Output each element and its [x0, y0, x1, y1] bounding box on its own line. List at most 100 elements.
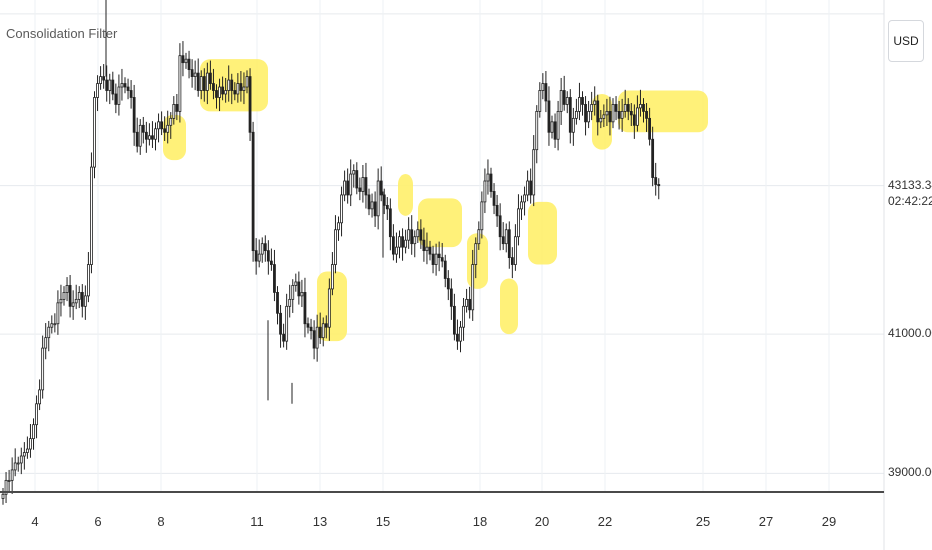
candle-body: [269, 260, 273, 265]
candle-body: [425, 246, 429, 252]
candle-body: [636, 107, 639, 126]
candle-body: [562, 90, 566, 105]
candle-body: [184, 58, 188, 64]
candle-body: [215, 90, 218, 98]
candle-body: [501, 236, 505, 245]
candle-body: [483, 180, 487, 203]
x-tick-label: 27: [759, 514, 773, 529]
candle-body: [239, 83, 243, 91]
candle-body: [367, 194, 371, 210]
candle-body: [172, 104, 176, 119]
candle-body: [248, 76, 252, 133]
candle-body: [135, 131, 139, 147]
candle-body: [410, 229, 414, 245]
currency-selector[interactable]: USD: [888, 20, 924, 62]
candle-body: [340, 194, 343, 224]
candle-body: [614, 104, 618, 112]
candle-body: [462, 305, 465, 328]
candle-body: [32, 424, 35, 440]
candle-body: [459, 326, 462, 342]
candle-body: [465, 298, 469, 307]
candle-body: [315, 326, 319, 349]
candle-body: [401, 236, 404, 248]
candle-body: [596, 100, 600, 123]
candle-body: [617, 110, 621, 119]
candle-body: [212, 83, 215, 91]
candle-body: [1, 493, 5, 499]
candle-body: [111, 79, 115, 95]
candle-body: [254, 250, 258, 262]
candle-body: [526, 180, 529, 196]
candle-body: [327, 288, 331, 328]
candle-body: [288, 298, 292, 307]
candle-body: [565, 97, 569, 105]
candle-body: [437, 253, 441, 258]
candle-body: [297, 281, 301, 297]
candle-body: [47, 326, 51, 339]
candle-body: [456, 333, 459, 342]
candle-body: [510, 257, 514, 265]
candle-body: [645, 110, 648, 119]
candle-body: [285, 305, 289, 342]
consolidation-zone: [418, 198, 462, 248]
candle-body: [364, 177, 368, 196]
candle-body: [590, 104, 594, 112]
candle-body: [648, 117, 651, 140]
candle-body: [10, 469, 14, 481]
candle-body: [117, 86, 121, 105]
candle-body: [559, 90, 563, 112]
y-tick-label: 39000.00: [888, 465, 932, 480]
candle-body: [523, 194, 526, 203]
candle-body: [65, 285, 69, 293]
candle-body: [138, 124, 142, 147]
x-tick-label: 4: [31, 514, 38, 529]
candle-body: [361, 177, 365, 192]
candle-body: [324, 323, 328, 328]
candle-body: [19, 455, 23, 464]
candle-body: [83, 295, 87, 307]
candle-body: [53, 323, 57, 326]
candle-body: [428, 246, 432, 255]
candle-body: [379, 180, 383, 196]
x-tick-label: 11: [250, 514, 264, 529]
candle-body: [273, 264, 276, 293]
candle-body: [611, 104, 615, 123]
candle-body: [419, 229, 423, 241]
candle-body: [22, 452, 26, 457]
candle-body: [245, 76, 249, 88]
candle-body: [330, 264, 334, 290]
candle-body: [452, 305, 456, 335]
candle-body: [474, 243, 478, 265]
consolidation-zone: [528, 201, 557, 265]
candle-body: [187, 58, 191, 71]
consolidation-zone: [500, 278, 518, 335]
consolidation-zone: [398, 174, 413, 216]
candle-body: [147, 135, 151, 140]
candle-body: [35, 403, 38, 426]
candle-body: [391, 236, 395, 255]
candle-body: [260, 243, 264, 255]
candle-body: [334, 229, 337, 265]
candle-body: [257, 253, 261, 262]
candle-body: [300, 292, 304, 297]
candle-body: [584, 104, 587, 123]
indicator-title: Consolidation Filter: [6, 26, 118, 41]
candle-body: [642, 104, 645, 112]
candle-body: [7, 479, 11, 482]
candle-body: [471, 264, 475, 311]
candle-body: [395, 246, 398, 255]
candle-body: [108, 79, 112, 91]
candle-body: [50, 323, 54, 328]
candle-body: [144, 131, 148, 140]
candle-body: [199, 76, 203, 91]
candle-body: [349, 173, 353, 196]
candle-body: [431, 253, 435, 265]
x-tick-label: 8: [157, 514, 164, 529]
candle-body: [352, 170, 356, 175]
candle-body: [80, 292, 84, 307]
x-tick-label: 13: [313, 514, 327, 529]
candle-body: [102, 76, 106, 81]
candle-body: [276, 292, 279, 314]
candle-body: [62, 292, 66, 300]
